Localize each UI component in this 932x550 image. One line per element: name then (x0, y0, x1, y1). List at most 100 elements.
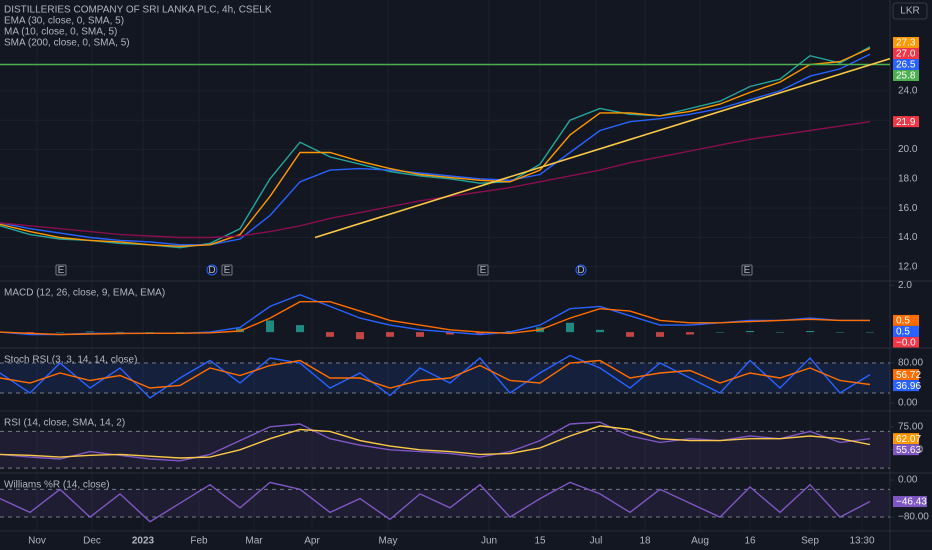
histogram-bar (176, 332, 184, 333)
y-tick-label: 75.00 (898, 421, 923, 432)
event-marker (206, 264, 218, 276)
event-marker (741, 264, 753, 276)
panel-title: MACD (12, 26, close, 9, EMA, EMA) (4, 288, 165, 299)
series-line (0, 359, 871, 389)
histogram-bar (476, 332, 484, 335)
histogram-bar (446, 332, 454, 335)
histogram-bar (776, 332, 784, 333)
histogram-bar (806, 330, 814, 333)
histogram-bar (836, 332, 844, 333)
y-tick-label: 16.0 (898, 203, 918, 214)
axis-badge-label: 26.5 (896, 60, 916, 71)
axis-badge-label: 55.63 (896, 445, 921, 456)
y-tick-label: 0.00 (898, 475, 918, 486)
histogram-bar (416, 332, 424, 337)
currency-box (892, 2, 928, 20)
series-line (0, 47, 871, 248)
x-tick-label: Dec (83, 536, 101, 547)
x-tick-label: Apr (304, 536, 320, 547)
histogram-bar (626, 332, 634, 337)
x-tick-label: 16 (744, 536, 756, 547)
histogram-bar (56, 332, 64, 333)
x-tick-label: May (379, 536, 398, 547)
axis-badge (893, 70, 919, 82)
x-tick-label: 2023 (132, 536, 155, 547)
x-tick-label: Nov (28, 536, 46, 547)
axis-badge-label: −0.0 (896, 338, 916, 349)
y-tick-label: 18.0 (898, 173, 918, 184)
event-label: E (480, 265, 487, 276)
axis-badge (893, 336, 919, 348)
histogram-bar (656, 332, 664, 337)
panel-title: RSI (14, close, SMA, 14, 2) (4, 418, 125, 429)
currency: LKR (900, 6, 919, 17)
y-tick-label: 80.00 (898, 358, 923, 369)
series-line (0, 354, 871, 399)
histogram-bar (866, 332, 874, 333)
axis-badge-label: 36.96 (896, 381, 921, 392)
series-line (0, 121, 871, 239)
axis-badge-label: 0.5 (896, 327, 910, 338)
band-fill (0, 489, 890, 518)
legend-entry: EMA (30, close, 0, SMA, 5) (4, 16, 124, 27)
y-tick-label: 20.0 (898, 144, 918, 155)
event-label: D (208, 265, 215, 276)
panel-title: Stoch RSI (3, 3, 14, 14, close) (4, 355, 137, 366)
y-tick-label: 14.0 (898, 232, 918, 243)
axis-badge (893, 314, 919, 326)
axis-badge (893, 496, 927, 508)
event-marker (55, 264, 67, 276)
histogram-bar (146, 332, 154, 333)
legend-entry: MA (10, close, 0, SMA, 5) (4, 27, 117, 38)
x-tick-label: Sep (801, 536, 819, 547)
series-line (0, 301, 870, 336)
histogram-bar (716, 332, 724, 333)
histogram-bar (86, 331, 94, 333)
axis-badge (893, 59, 919, 71)
histogram-bar (266, 320, 274, 333)
histogram-bar (116, 331, 124, 333)
axis-badge-label: 56.72 (896, 370, 921, 381)
x-tick-label: 15 (534, 536, 546, 547)
x-tick-label: 18 (639, 536, 651, 547)
x-tick-label: Mar (245, 536, 263, 547)
y-tick-label: −80.00 (898, 512, 929, 523)
panel-title: DISTILLERIES COMPANY OF SRI LANKA PLC, 4… (4, 5, 272, 16)
x-tick-label: Jul (590, 536, 603, 547)
axis-badge (893, 380, 919, 392)
y-tick-label: 12.0 (898, 261, 918, 272)
event-label: E (744, 265, 751, 276)
axis-badge (893, 325, 919, 337)
x-tick-label: Jun (481, 536, 497, 547)
axis-badge-label: 27.3 (896, 38, 916, 49)
histogram-bar (566, 322, 574, 333)
event-marker (221, 264, 233, 276)
event-marker (575, 264, 587, 276)
axis-badge (893, 444, 919, 456)
axis-badge-label: 25.8 (896, 71, 916, 82)
x-tick-label: Feb (190, 536, 208, 547)
histogram-bar (326, 332, 334, 337)
axis-badge-label: 0.5 (896, 316, 910, 327)
axis-badge-label: 62.07 (896, 434, 921, 445)
series-line (0, 481, 871, 523)
axis-badge-label: −46.43 (896, 497, 927, 508)
histogram-bar (686, 332, 694, 335)
histogram-bar (746, 330, 754, 333)
event-label: E (224, 265, 231, 276)
event-label: E (58, 265, 65, 276)
y-tick-label: 2.0 (898, 280, 912, 291)
histogram-bar (386, 332, 394, 337)
series-line (0, 425, 871, 459)
histogram-bar (356, 332, 364, 340)
y-tick-label: 0.00 (898, 398, 918, 409)
event-label: D (577, 265, 584, 276)
panel-title: Williams %R (14, close) (4, 480, 110, 491)
legend-entry: SMA (200, close, 0, SMA, 5) (4, 38, 130, 49)
x-tick-label: Aug (691, 536, 709, 547)
axis-badge (893, 369, 919, 381)
axis-badge-label: 21.9 (896, 117, 916, 128)
axis-badge (893, 37, 919, 49)
axis-badge (893, 48, 919, 60)
